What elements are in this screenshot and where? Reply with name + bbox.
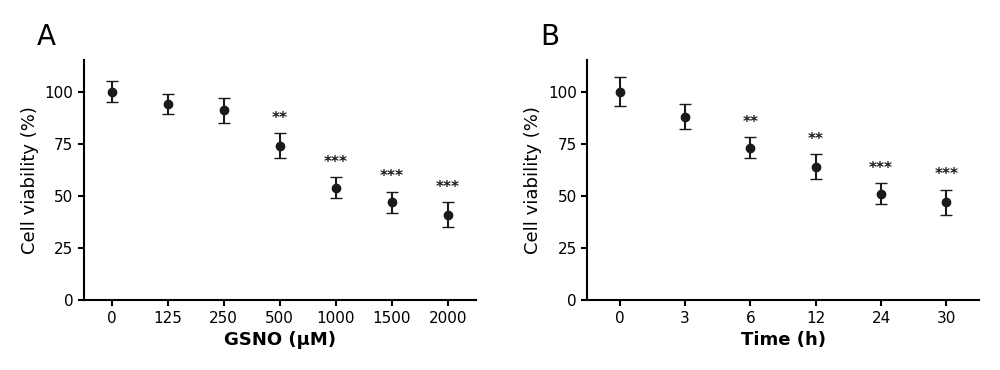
Text: ***: *** xyxy=(869,161,893,176)
X-axis label: GSNO (μM): GSNO (μM) xyxy=(224,331,336,349)
Text: A: A xyxy=(37,23,56,51)
Text: ***: *** xyxy=(380,169,404,184)
Text: ***: *** xyxy=(934,167,958,182)
Y-axis label: Cell viability (%): Cell viability (%) xyxy=(21,106,39,254)
Text: B: B xyxy=(540,23,559,51)
Text: ***: *** xyxy=(324,155,348,170)
Text: **: ** xyxy=(808,132,824,147)
X-axis label: Time (h): Time (h) xyxy=(741,331,826,349)
Text: ***: *** xyxy=(436,180,460,195)
Y-axis label: Cell viability (%): Cell viability (%) xyxy=(524,106,542,254)
Text: **: ** xyxy=(742,115,758,130)
Text: **: ** xyxy=(272,111,288,126)
